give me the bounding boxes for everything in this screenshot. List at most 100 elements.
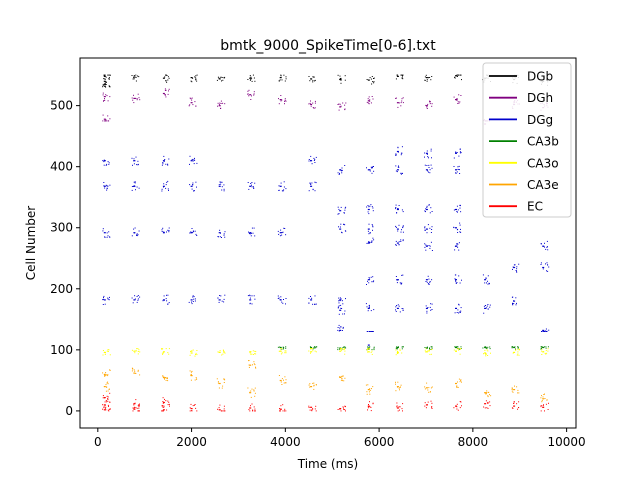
spike-point [517, 348, 519, 350]
spike-point [104, 404, 106, 406]
spike-point [548, 402, 549, 404]
spike-point [106, 81, 107, 83]
spike-point [455, 75, 457, 77]
spike-point [455, 279, 457, 281]
spike-point [163, 406, 165, 408]
spike-point [285, 346, 287, 348]
spike-point [373, 166, 374, 167]
spike-point [371, 206, 373, 208]
spike-point [513, 300, 514, 302]
spike-point [104, 352, 106, 354]
spike-point [217, 297, 219, 299]
spike-point [308, 405, 310, 407]
spike-point [166, 294, 167, 296]
spike-point [105, 119, 107, 121]
spike-point [399, 409, 400, 411]
spike-point [400, 105, 402, 107]
spike-point [168, 230, 170, 232]
spike-point [431, 408, 433, 409]
spike-point [425, 152, 428, 154]
spike-point [310, 100, 311, 102]
spike-point [426, 150, 428, 152]
spike-point [163, 160, 165, 162]
spike-point [459, 381, 461, 383]
spike-point [189, 163, 190, 165]
spike-point [517, 346, 519, 348]
spike-point [161, 164, 163, 166]
spike-point [344, 75, 346, 77]
spike-point [285, 347, 287, 349]
spike-point [162, 92, 165, 95]
spike-point [431, 303, 433, 305]
spike-point [458, 94, 460, 96]
spike-point [161, 348, 163, 350]
spike-point [454, 245, 456, 247]
spike-point [279, 185, 282, 187]
spike-point [345, 102, 347, 104]
spike-point [541, 401, 543, 403]
spike-point [368, 223, 370, 225]
spike-point [217, 381, 219, 383]
legend-label: DGb [527, 70, 553, 84]
spike-point [427, 283, 429, 285]
spike-point [315, 405, 317, 407]
spike-point [133, 185, 135, 187]
spike-point [485, 305, 486, 306]
spike-point [398, 406, 400, 408]
spike-point [107, 390, 109, 392]
spike-point [107, 297, 109, 299]
spike-point [429, 306, 431, 308]
spike-point [254, 387, 256, 389]
spike-point [459, 151, 461, 153]
spike-point [131, 367, 133, 369]
legend-item-dgg: DGg [489, 113, 553, 127]
spike-point [483, 353, 484, 355]
spike-point [459, 231, 461, 233]
spike-point [372, 276, 374, 278]
spike-point [401, 352, 403, 354]
spike-point [431, 346, 433, 348]
spike-point [107, 349, 109, 351]
spike-point [137, 410, 139, 412]
spike-point [517, 351, 519, 353]
spike-point [108, 86, 110, 88]
spike-point [401, 229, 402, 231]
spike-point [281, 190, 283, 192]
spike-point [337, 307, 339, 309]
spike-point [397, 386, 398, 388]
spike-point [252, 350, 254, 352]
spike-point [369, 389, 371, 391]
spike-point [196, 74, 198, 76]
spike-point [487, 402, 489, 404]
spike-point [223, 405, 225, 407]
spike-point [484, 307, 487, 309]
spike-point [431, 406, 433, 408]
spike-point [341, 232, 343, 234]
spike-point [103, 85, 106, 87]
spike-point [315, 346, 317, 348]
spike-point [401, 283, 402, 285]
spike-point [345, 347, 347, 349]
spike-point [367, 279, 370, 281]
spike-point [312, 350, 314, 352]
spike-point [337, 409, 339, 410]
spike-point [102, 395, 104, 397]
series-dgg [102, 146, 550, 346]
spike-point [338, 174, 340, 175]
spike-point [280, 405, 282, 407]
spike-point [431, 279, 433, 281]
spike-point [369, 388, 371, 390]
spike-point [542, 266, 545, 269]
spike-point [398, 305, 400, 307]
spike-point [133, 185, 136, 187]
spike-point [282, 410, 284, 412]
axes-frame [79, 57, 577, 429]
spike-point [279, 232, 282, 234]
spike-point [543, 394, 545, 395]
spike-point [461, 381, 462, 383]
spike-point [544, 246, 545, 248]
spike-point [340, 206, 342, 208]
spike-point [518, 401, 520, 403]
